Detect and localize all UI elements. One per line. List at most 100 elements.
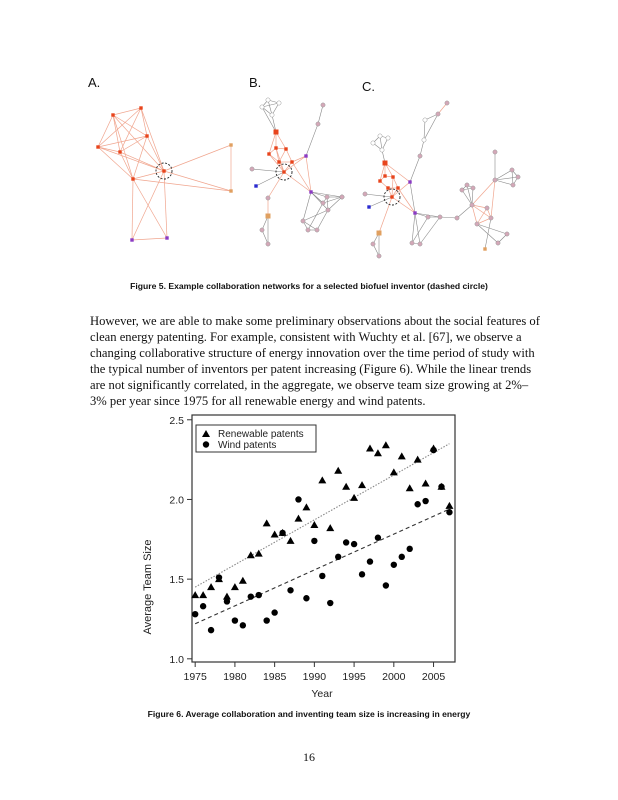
network-edge bbox=[302, 209, 329, 222]
wind-point bbox=[327, 599, 334, 607]
network-edge bbox=[132, 178, 232, 192]
network-edge bbox=[471, 179, 496, 206]
network-node bbox=[474, 221, 480, 227]
network-node bbox=[379, 147, 385, 153]
network-node bbox=[145, 134, 149, 138]
body-paragraph: However, we are able to make some prelim… bbox=[90, 313, 550, 409]
network-node bbox=[229, 143, 233, 147]
network-edge bbox=[119, 151, 165, 172]
legend-triangle-marker bbox=[202, 430, 210, 437]
network-edge bbox=[471, 204, 492, 219]
x-tick-label: 2000 bbox=[382, 671, 406, 683]
network-edge bbox=[291, 155, 307, 163]
body-line: the typical number of inventors per pate… bbox=[90, 362, 532, 376]
renewable-point bbox=[358, 481, 367, 489]
wind-point bbox=[271, 609, 278, 616]
network-node bbox=[378, 179, 382, 183]
wind-point bbox=[215, 574, 223, 581]
network-node bbox=[492, 177, 498, 183]
network-edge bbox=[310, 191, 324, 204]
legend-box bbox=[195, 424, 317, 453]
network-edge bbox=[322, 196, 343, 204]
network-node bbox=[315, 121, 321, 127]
network-node bbox=[320, 200, 326, 206]
network-node bbox=[96, 145, 100, 149]
network-edge bbox=[119, 151, 134, 180]
renewable-point bbox=[365, 444, 374, 452]
network-node bbox=[444, 100, 450, 106]
network-edge bbox=[275, 131, 287, 150]
plot-frame bbox=[191, 414, 456, 663]
network-edge bbox=[439, 216, 458, 219]
network-node bbox=[269, 112, 275, 118]
network-node bbox=[510, 182, 516, 188]
network-edge bbox=[307, 202, 324, 231]
network-edge bbox=[476, 223, 499, 244]
network-edge bbox=[397, 187, 416, 214]
wind-point bbox=[374, 534, 382, 541]
network-node bbox=[254, 184, 258, 188]
network-node bbox=[376, 253, 382, 259]
wind-point bbox=[438, 483, 445, 490]
wind-point bbox=[414, 501, 421, 508]
network-node bbox=[325, 207, 331, 213]
network-edge bbox=[391, 176, 394, 198]
network-edge bbox=[112, 107, 142, 116]
x-tick-label: 1985 bbox=[263, 671, 287, 683]
network-node bbox=[320, 102, 326, 108]
network-node bbox=[504, 231, 510, 237]
network-edge bbox=[283, 171, 312, 193]
renewable-point bbox=[238, 576, 247, 584]
network-edge bbox=[119, 107, 142, 153]
network-node bbox=[265, 241, 271, 247]
network-node bbox=[276, 100, 282, 106]
network-node bbox=[383, 174, 387, 178]
renewable-point bbox=[246, 551, 255, 559]
network-edge bbox=[305, 123, 319, 157]
network-edge bbox=[391, 196, 416, 214]
network-edge bbox=[424, 113, 439, 121]
body-line: However, we are able to make some prelim… bbox=[90, 314, 540, 328]
network-edge bbox=[132, 135, 148, 180]
network-edge bbox=[409, 155, 421, 183]
network-edge bbox=[251, 168, 285, 173]
y-axis-label: Average Team Size bbox=[142, 540, 154, 635]
network-node bbox=[492, 149, 498, 155]
network-edge bbox=[511, 169, 514, 186]
network-node bbox=[265, 195, 271, 201]
wind-point bbox=[263, 617, 270, 624]
network-node bbox=[131, 177, 135, 181]
wind-point bbox=[295, 496, 302, 503]
network-edge bbox=[132, 178, 168, 239]
network-node bbox=[391, 175, 395, 179]
network-node bbox=[162, 169, 166, 173]
team-size-chart: 1.0 1.5 2.0 2.5 1975 1980 1985 1990 1995 2000 2005… bbox=[142, 414, 456, 700]
renewable-point bbox=[294, 514, 303, 522]
network-node bbox=[382, 160, 388, 166]
network-edge bbox=[317, 104, 324, 125]
renewable-point bbox=[207, 583, 216, 591]
renewable-point bbox=[397, 452, 406, 460]
network-node bbox=[370, 140, 376, 146]
network-edge bbox=[163, 170, 232, 192]
x-tick-label: 1995 bbox=[342, 671, 366, 683]
network-node bbox=[422, 117, 428, 123]
renewable-point bbox=[334, 466, 343, 474]
network-edge bbox=[97, 146, 121, 153]
network-node bbox=[417, 241, 423, 247]
network-edge bbox=[267, 171, 285, 199]
network-edge bbox=[409, 181, 416, 214]
body-line: changing collaborative structure of ener… bbox=[90, 346, 535, 360]
network-node bbox=[484, 205, 490, 211]
network-edge bbox=[456, 204, 473, 219]
legend-renewable: Renewable patents bbox=[218, 429, 304, 440]
network-node bbox=[515, 174, 521, 180]
network-edge bbox=[163, 144, 232, 172]
page-number: 16 bbox=[303, 750, 315, 764]
wind-point bbox=[422, 497, 429, 505]
wind-point bbox=[390, 561, 398, 568]
network-edge bbox=[471, 204, 478, 225]
network-node bbox=[273, 129, 279, 135]
network-edge bbox=[119, 135, 148, 153]
renewable-point bbox=[381, 441, 390, 449]
